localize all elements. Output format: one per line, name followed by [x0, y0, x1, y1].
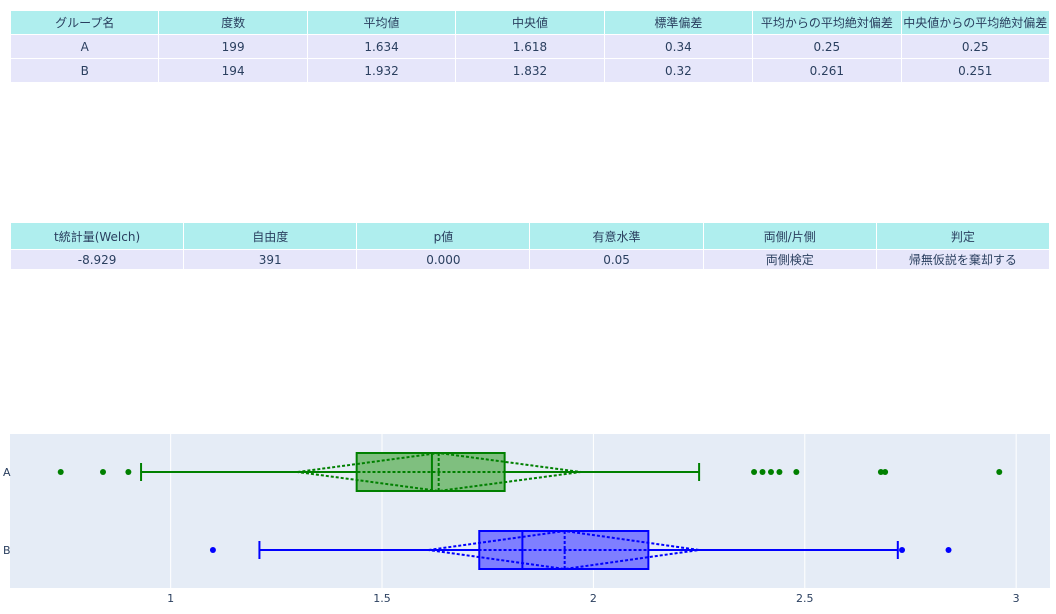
test-cell: 0.05 [530, 250, 703, 270]
test-cell: 帰無仮説を棄却する [876, 250, 1049, 270]
outlier-point [946, 547, 952, 553]
x-tick-label: 2 [590, 592, 597, 605]
outlier-point [899, 547, 905, 553]
test-cell: 391 [184, 250, 357, 270]
test-header-row: t統計量(Welch) 自由度 p値 有意水準 両側/片側 判定 [11, 223, 1050, 250]
x-tick-label: 1.5 [373, 592, 391, 605]
y-tick-labels: AB [3, 466, 11, 557]
test-cell: 0.000 [357, 250, 530, 270]
x-tick-label: 2.5 [796, 592, 814, 605]
test-header-cell: p値 [357, 223, 530, 250]
test-header-cell: 両側/片側 [703, 223, 876, 250]
stats-cell: 0.34 [604, 35, 752, 59]
outlier-point [793, 469, 799, 475]
stats-cell: 199 [159, 35, 307, 59]
outlier-point [210, 547, 216, 553]
x-tick-label: 3 [1013, 592, 1020, 605]
stats-cell: A [11, 35, 159, 59]
stats-cell: 1.634 [307, 35, 455, 59]
outlier-point [100, 469, 106, 475]
test-table: t統計量(Welch) 自由度 p値 有意水準 両側/片側 判定 -8.929 391 0.0… [10, 222, 1050, 270]
y-tick-label: A [3, 466, 11, 479]
stats-cell: 1.932 [307, 59, 455, 83]
test-header-cell: 判定 [876, 223, 1049, 250]
stats-cell: 1.832 [456, 59, 604, 83]
stats-cell: 1.618 [456, 35, 604, 59]
stats-cell: 194 [159, 59, 307, 83]
box-plot: 1 1.5 2 2.5 3 AB [0, 420, 1056, 614]
outlier-point [751, 469, 757, 475]
stats-cell: 0.25 [901, 35, 1049, 59]
stats-header-row: グループ名 度数 平均値 中央値 標準偏差 平均からの平均絶対偏差 中央値からの平均絶対偏差 [11, 11, 1050, 35]
stats-header-cell: 平均値 [307, 11, 455, 35]
outlier-point [58, 469, 64, 475]
stats-header-cell: 平均からの平均絶対偏差 [753, 11, 901, 35]
stats-cell: 0.261 [753, 59, 901, 83]
outlier-point [768, 469, 774, 475]
stats-header-cell: 標準偏差 [604, 11, 752, 35]
x-tick-label: 1 [167, 592, 174, 605]
test-cell: -8.929 [11, 250, 184, 270]
outlier-point [996, 469, 1002, 475]
stats-cell: 0.32 [604, 59, 752, 83]
y-tick-label: B [3, 544, 11, 557]
stats-cell: 0.251 [901, 59, 1049, 83]
x-tick-labels: 1 1.5 2 2.5 3 [167, 592, 1020, 605]
table-row: B 194 1.932 1.832 0.32 0.261 0.251 [11, 59, 1050, 83]
stats-header-cell: 中央値 [456, 11, 604, 35]
outlier-point [760, 469, 766, 475]
test-header-cell: 自由度 [184, 223, 357, 250]
outlier-point [776, 469, 782, 475]
stats-header-cell: 度数 [159, 11, 307, 35]
outlier-point [882, 469, 888, 475]
test-cell: 両側検定 [703, 250, 876, 270]
table-row: A 199 1.634 1.618 0.34 0.25 0.25 [11, 35, 1050, 59]
stats-table: グループ名 度数 平均値 中央値 標準偏差 平均からの平均絶対偏差 中央値からの平均絶対偏差… [10, 10, 1050, 83]
stats-cell: B [11, 59, 159, 83]
test-header-cell: 有意水準 [530, 223, 703, 250]
outlier-point [125, 469, 131, 475]
stats-cell: 0.25 [753, 35, 901, 59]
stats-header-cell: 中央値からの平均絶対偏差 [901, 11, 1049, 35]
stats-header-cell: グループ名 [11, 11, 159, 35]
table-row: -8.929 391 0.000 0.05 両側検定 帰無仮説を棄却する [11, 250, 1050, 270]
test-header-cell: t統計量(Welch) [11, 223, 184, 250]
